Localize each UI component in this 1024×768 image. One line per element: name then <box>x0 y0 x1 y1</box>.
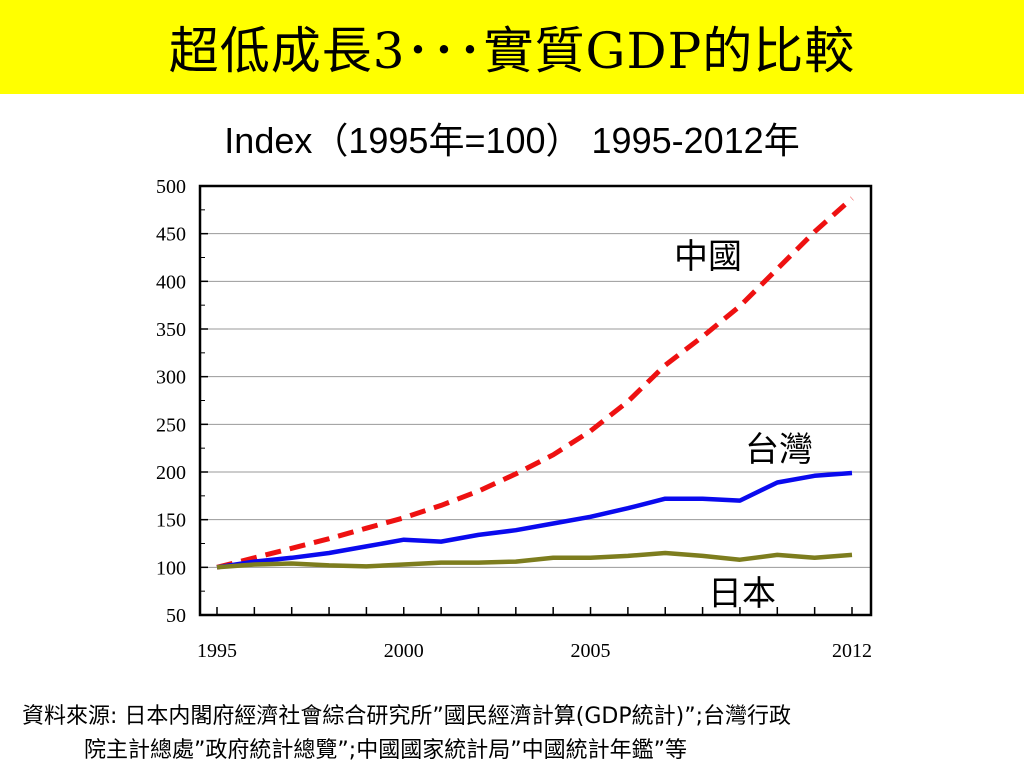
source-line-2: 院主計總處”政府統計總覽”;中國國家統計局”中國統計年鑑”等 <box>84 738 688 763</box>
y-tick-label: 250 <box>156 414 186 436</box>
y-tick-label: 450 <box>156 224 186 246</box>
series-label: 中國 <box>674 237 742 277</box>
plot-frame <box>198 184 873 617</box>
gdp-line-chart: 50 100 150 200 250 300 350 400 450 500 1995 2000 200… <box>156 176 873 662</box>
series-label: 日本 <box>708 574 776 614</box>
y-tick-label: 200 <box>156 462 186 484</box>
slide-title: 超低成長3･･･實質GDP的比較 <box>168 22 856 80</box>
y-tick-label: 100 <box>156 557 186 579</box>
series-line-日本 <box>216 550 853 570</box>
y-tick-label: 400 <box>156 271 186 293</box>
x-tick-label: 1995 <box>197 640 237 662</box>
x-tick-label: 2000 <box>384 640 424 662</box>
series-label: 台灣 <box>745 430 813 470</box>
series-line-中國 <box>216 196 854 570</box>
y-tick-label: 300 <box>156 367 186 389</box>
y-tick-label: 500 <box>156 176 186 198</box>
chart-subtitle: Index（1995年=100） 1995-2012年 <box>224 120 800 161</box>
source-line-1: 資料來源: 日本内閣府經濟社會綜合研究所”國民經濟計算(GDP統計)”;台灣行政 <box>22 704 792 729</box>
source-note: 資料來源: 日本内閣府經濟社會綜合研究所”國民經濟計算(GDP統計)”;台灣行政… <box>22 700 1012 768</box>
y-tick-label: 150 <box>156 510 186 532</box>
y-tick-label: 50 <box>166 605 186 627</box>
title-bar: 超低成長3･･･實質GDP的比較 <box>0 0 1024 94</box>
x-tick-label: 2012 <box>832 640 872 662</box>
series-line-台灣 <box>216 470 853 570</box>
y-tick-label: 350 <box>156 319 186 341</box>
x-tick-label: 2005 <box>571 640 611 662</box>
